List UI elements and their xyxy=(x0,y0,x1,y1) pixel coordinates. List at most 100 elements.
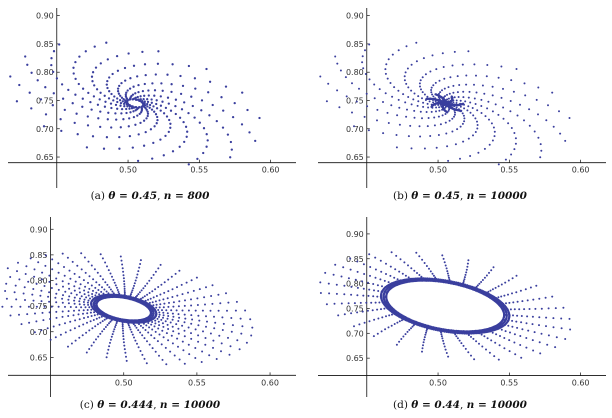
orbit-point xyxy=(456,128,459,131)
orbit-point xyxy=(391,95,394,98)
orbit-point xyxy=(103,288,106,291)
orbit-point xyxy=(410,89,413,92)
orbit-point xyxy=(136,273,139,276)
orbit-point xyxy=(72,314,75,317)
orbit-point xyxy=(221,329,224,331)
orbit-point xyxy=(519,344,522,346)
orbit-point xyxy=(319,75,322,78)
orbit-point xyxy=(423,147,426,150)
orbit-point xyxy=(143,357,146,360)
orbit-point xyxy=(504,330,507,333)
orbit-point xyxy=(368,288,371,291)
orbit-point xyxy=(57,305,60,308)
orbit-point xyxy=(161,329,164,332)
orbit-point xyxy=(384,92,387,95)
orbit-point xyxy=(190,337,193,340)
orbit-point xyxy=(152,105,155,108)
orbit-point xyxy=(125,107,128,111)
orbit-point xyxy=(384,328,387,331)
orbit-point xyxy=(426,102,429,105)
orbit-point xyxy=(362,263,365,266)
orbit-point xyxy=(507,293,509,296)
orbit-point xyxy=(334,55,337,58)
orbit-point xyxy=(423,336,426,339)
orbit-point xyxy=(155,122,158,125)
orbit-point xyxy=(412,98,415,101)
orbit-point xyxy=(119,104,122,107)
orbit-point xyxy=(36,79,39,82)
orbit-point xyxy=(380,330,383,333)
orbit-point xyxy=(162,298,165,301)
orbit-point xyxy=(211,103,214,107)
orbit-point xyxy=(152,273,155,276)
orbit-point xyxy=(430,91,433,94)
orbit-point xyxy=(196,304,199,306)
orbit-point xyxy=(560,317,563,320)
limit-cycle-point xyxy=(427,327,430,330)
orbit-point xyxy=(129,77,132,80)
orbit-point xyxy=(358,87,360,90)
orbit-point xyxy=(194,328,197,331)
orbit-point xyxy=(148,106,151,109)
orbit-point xyxy=(461,63,464,66)
orbit-point xyxy=(35,305,38,308)
orbit-point xyxy=(444,264,447,267)
orbit-point xyxy=(353,302,356,305)
orbit-point xyxy=(429,270,432,273)
orbit-point xyxy=(115,286,118,289)
orbit-point xyxy=(162,336,165,339)
orbit-point xyxy=(155,107,159,110)
orbit-point xyxy=(462,280,465,282)
orbit-point xyxy=(159,138,162,141)
orbit-point xyxy=(172,330,175,333)
orbit-point xyxy=(44,86,47,89)
orbit-point xyxy=(382,101,384,103)
orbit-point xyxy=(132,110,135,113)
orbit-point xyxy=(398,270,401,273)
orbit-point xyxy=(154,73,157,76)
orbit-point xyxy=(43,285,46,287)
limit-cycle-point xyxy=(472,286,475,289)
orbit-point xyxy=(430,105,433,108)
orbit-point xyxy=(63,274,66,277)
orbit-point xyxy=(87,281,89,284)
orbit-point xyxy=(40,289,43,292)
orbit-point xyxy=(483,276,486,279)
orbit-point xyxy=(150,101,153,104)
orbit-point xyxy=(523,119,525,122)
orbit-point xyxy=(422,101,425,104)
orbit-point xyxy=(156,115,159,119)
orbit-point xyxy=(489,289,492,292)
limit-cycle-point xyxy=(455,281,458,284)
orbit-point xyxy=(229,156,232,159)
orbit-point xyxy=(445,267,448,270)
orbit-point xyxy=(407,276,410,279)
orbit-point xyxy=(390,324,393,327)
orbit-point xyxy=(104,281,107,284)
limit-cycle-point xyxy=(153,316,156,319)
orbit-point xyxy=(398,320,401,323)
orbit-point xyxy=(467,259,470,262)
orbit-point xyxy=(539,156,542,159)
orbit-point xyxy=(511,319,514,322)
orbit-point xyxy=(205,145,208,148)
orbit-point xyxy=(42,125,46,128)
orbit-point xyxy=(463,107,466,110)
plot-d: 0.50 0.55 0.600.650.700.750.800.850.90 xyxy=(318,217,606,397)
orbit-point xyxy=(373,318,376,321)
orbit-point xyxy=(182,120,185,124)
orbit-point xyxy=(121,323,124,326)
orbit-point xyxy=(211,302,214,305)
orbit-point xyxy=(142,97,145,101)
orbit-point xyxy=(483,147,486,150)
orbit-point xyxy=(58,43,61,46)
orbit-point xyxy=(486,337,489,340)
limit-cycle-point xyxy=(451,280,454,283)
orbit-point xyxy=(28,321,31,324)
orbit-point xyxy=(41,311,44,314)
orbit-point xyxy=(171,150,175,153)
orbit-point xyxy=(514,137,517,140)
x-tick-label: 0.50 xyxy=(429,379,447,388)
orbit-point xyxy=(528,108,531,111)
orbit-point xyxy=(555,336,558,339)
